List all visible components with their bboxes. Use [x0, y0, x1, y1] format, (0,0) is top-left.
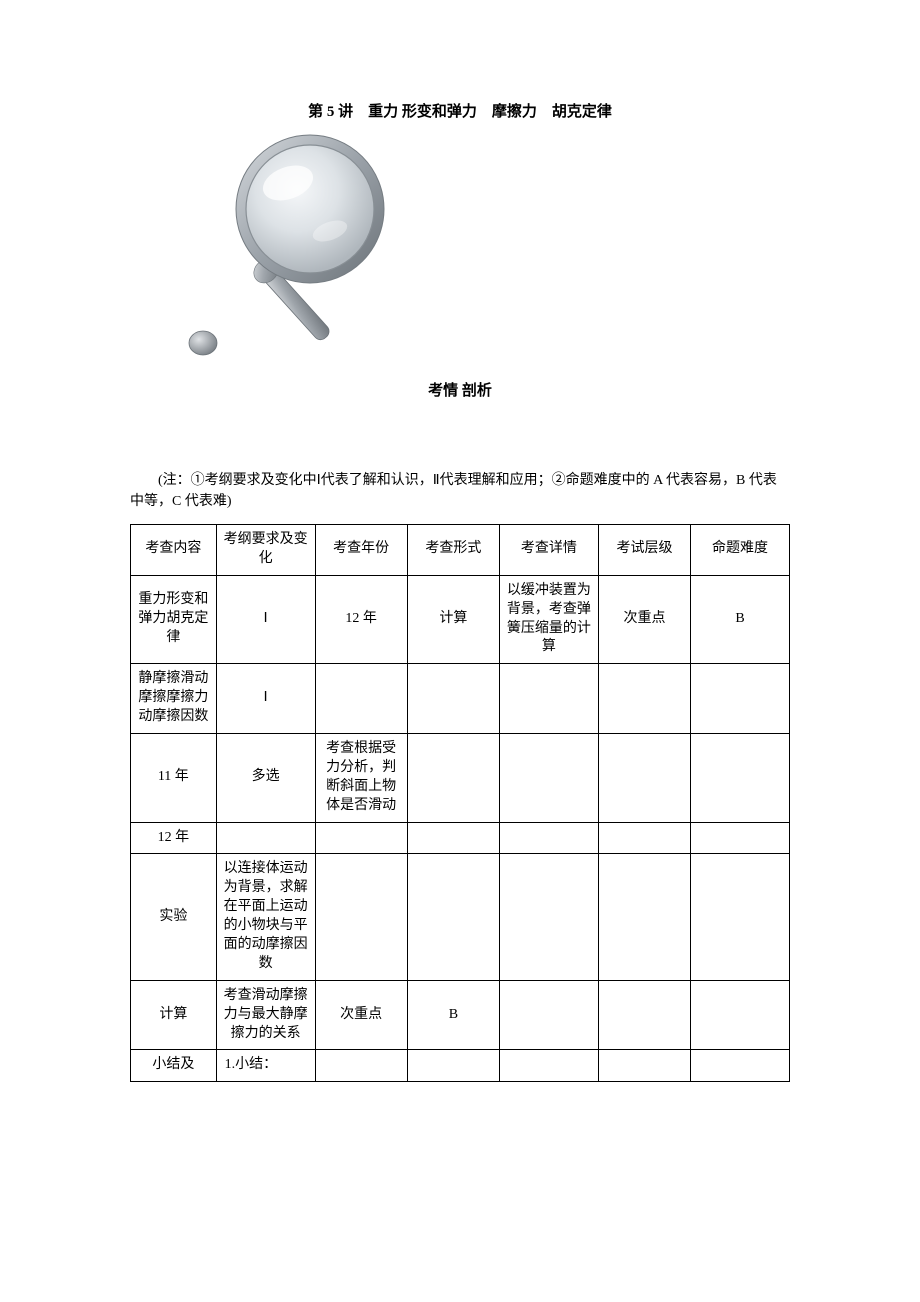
- table-cell: [598, 1050, 690, 1082]
- table-cell: [500, 664, 599, 734]
- table-cell: [598, 854, 690, 980]
- title-number: 5: [327, 104, 335, 120]
- table-cell: [691, 980, 790, 1050]
- table-cell: [598, 664, 690, 734]
- table-header: 考查详情: [500, 525, 599, 576]
- table-cell: [500, 734, 599, 823]
- table-cell: 多选: [216, 734, 315, 823]
- table-cell: B: [407, 980, 499, 1050]
- table-cell: 静摩擦滑动摩擦摩擦力动摩擦因数: [131, 664, 217, 734]
- table-cell: [216, 822, 315, 854]
- table-cell: [407, 734, 499, 823]
- table-cell: [500, 980, 599, 1050]
- table-cell: 12 年: [315, 575, 407, 664]
- table-cell: 次重点: [315, 980, 407, 1050]
- table-row: 重力形变和弹力胡克定律 Ⅰ 12 年 计算 以缓冲装置为背景，考查弹簧压缩量的计…: [131, 575, 790, 664]
- page-title: 第 5 讲 重力 形变和弹力 摩擦力 胡克定律: [130, 100, 790, 121]
- table-cell: [691, 734, 790, 823]
- table-row: 小结及 1.小结：: [131, 1050, 790, 1082]
- table-header: 考查年份: [315, 525, 407, 576]
- table-cell: [691, 664, 790, 734]
- table-cell: [691, 854, 790, 980]
- table-header-row: 考查内容 考纲要求及变化 考查年份 考查形式 考查详情 考试层级 命题难度: [131, 525, 790, 576]
- note-text: (注：①考纲要求及变化中Ⅰ代表了解和认识，Ⅱ代表理解和应用；②命题难度中的 A …: [130, 470, 790, 512]
- table-cell: 以缓冲装置为背景，考查弹簧压缩量的计算: [500, 575, 599, 664]
- table-cell: 重力形变和弹力胡克定律: [131, 575, 217, 664]
- table-row: 静摩擦滑动摩擦摩擦力动摩擦因数 Ⅰ: [131, 664, 790, 734]
- table-cell: [500, 1050, 599, 1082]
- table-header: 考查形式: [407, 525, 499, 576]
- table-cell: [315, 1050, 407, 1082]
- table-cell: [407, 854, 499, 980]
- table-cell: [500, 822, 599, 854]
- table-cell: [691, 822, 790, 854]
- table-cell: 计算: [131, 980, 217, 1050]
- table-cell: [407, 1050, 499, 1082]
- title-prefix: 第: [308, 104, 323, 120]
- table-cell: B: [691, 575, 790, 664]
- table-row: 12 年: [131, 822, 790, 854]
- table-cell: 1.小结：: [216, 1050, 315, 1082]
- table-cell: 11 年: [131, 734, 217, 823]
- table-cell: 小结及: [131, 1050, 217, 1082]
- table-cell: [598, 980, 690, 1050]
- table-header: 考纲要求及变化: [216, 525, 315, 576]
- table-cell: 考查滑动摩擦力与最大静摩擦力的关系: [216, 980, 315, 1050]
- table-cell: [500, 854, 599, 980]
- section-label: 考情 剖析: [130, 379, 790, 400]
- table-cell: 12 年: [131, 822, 217, 854]
- table-cell: Ⅰ: [216, 575, 315, 664]
- table-cell: [598, 822, 690, 854]
- table-cell: Ⅰ: [216, 664, 315, 734]
- table-row: 11 年 多选 考查根据受力分析，判断斜面上物体是否滑动: [131, 734, 790, 823]
- page-content: 第 5 讲 重力 形变和弹力 摩擦力 胡克定律: [0, 0, 920, 1122]
- table-cell: 实验: [131, 854, 217, 980]
- magnifier-icon: [170, 131, 400, 366]
- table-cell: 考查根据受力分析，判断斜面上物体是否滑动: [315, 734, 407, 823]
- table-cell: [315, 664, 407, 734]
- table-header: 命题难度: [691, 525, 790, 576]
- table-cell: 计算: [407, 575, 499, 664]
- table-cell: [407, 664, 499, 734]
- table-cell: [407, 822, 499, 854]
- magnifier-illustration: [170, 131, 790, 371]
- table-row: 实验 以连接体运动为背景，求解在平面上运动的小物块与平面的动摩擦因数: [131, 854, 790, 980]
- table-cell: 次重点: [598, 575, 690, 664]
- table-cell: 以连接体运动为背景，求解在平面上运动的小物块与平面的动摩擦因数: [216, 854, 315, 980]
- table-header: 考试层级: [598, 525, 690, 576]
- table-cell: [315, 822, 407, 854]
- table-cell: [598, 734, 690, 823]
- table-row: 计算 考查滑动摩擦力与最大静摩擦力的关系 次重点 B: [131, 980, 790, 1050]
- title-suffix: 讲 重力 形变和弹力 摩擦力 胡克定律: [338, 104, 612, 120]
- exam-analysis-table: 考查内容 考纲要求及变化 考查年份 考查形式 考查详情 考试层级 命题难度 重力…: [130, 524, 790, 1082]
- table-cell: [315, 854, 407, 980]
- table-cell: [691, 1050, 790, 1082]
- table-header: 考查内容: [131, 525, 217, 576]
